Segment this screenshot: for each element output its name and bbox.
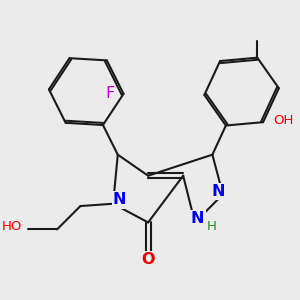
Text: N: N bbox=[212, 184, 225, 199]
Text: HO: HO bbox=[2, 220, 22, 233]
Text: H: H bbox=[207, 220, 217, 233]
Text: F: F bbox=[105, 86, 114, 101]
Text: N: N bbox=[191, 211, 204, 226]
Text: N: N bbox=[113, 193, 126, 208]
Text: OH: OH bbox=[274, 114, 294, 127]
Text: O: O bbox=[141, 252, 155, 267]
